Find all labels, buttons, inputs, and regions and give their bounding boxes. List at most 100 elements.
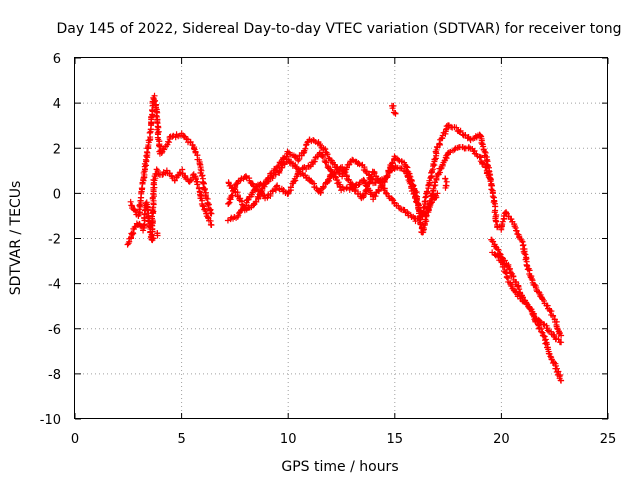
data-point-mid-a [493,218,500,225]
data-point-mid-a [346,161,353,168]
y-tick-label: 0 [53,187,61,202]
data-point-mid-b [370,196,377,203]
y-tick-label: -2 [48,233,61,248]
data-point-isolated [442,175,449,182]
data-point-mid-c [320,183,327,190]
data-point-early-upper [146,129,153,136]
data-point-mid-a [324,151,331,158]
data-point-mid-a [423,188,430,195]
data-point-late-b [522,299,529,306]
data-point-late-a [516,286,523,293]
data-point-early-upper [152,97,159,104]
data-point-mid-b [324,164,331,171]
data-point-late-c [499,218,506,225]
data-point-mid-a [456,129,463,136]
data-point-mid-b [280,160,287,167]
data-point-mid-a [439,135,446,142]
data-point-mid-b [265,178,272,185]
data-point-mid-c [352,187,359,194]
data-point-mid-c [342,169,349,176]
data-point-mid-b [286,159,293,166]
data-points [124,92,565,384]
data-point-mid-c [362,187,369,194]
data-point-late-a [538,328,545,335]
data-point-early-lower [154,167,161,174]
data-point-mid-b [279,164,286,171]
data-point-mid-b [311,158,318,165]
data-point-isolated [154,230,161,237]
data-point-mid-a [494,224,501,231]
data-point-mid-b [417,220,424,227]
data-point-mid-b [383,173,390,180]
data-point-mid-c [434,190,441,197]
data-point-mid-a [355,160,362,167]
x-tick-label: 25 [600,432,617,447]
data-point-mid-a [477,132,484,139]
data-point-mid-b [245,196,252,203]
data-point-late-b [494,252,501,259]
data-point-mid-b [320,154,327,161]
data-point-mid-b [323,159,330,166]
data-point-mid-b [486,175,493,182]
data-point-early-upper [155,128,162,135]
data-point-early-upper [132,207,139,214]
y-axis-label: SDTVAR / TECUs [8,181,24,296]
data-point-mid-a [462,132,469,139]
x-tick-label: 5 [177,432,185,447]
data-point-late-a [495,246,502,253]
data-point-late-b [523,300,530,307]
data-point-mid-c [328,172,335,179]
y-tick-label: 6 [53,52,61,67]
data-point-early-lower [148,231,155,238]
chart-title: Day 145 of 2022, Sidereal Day-to-day VTE… [56,21,621,37]
data-point-mid-a [255,194,262,201]
data-point-late-b [495,253,502,260]
data-point-early-lower [163,167,170,174]
data-point-early-lower [149,213,156,220]
data-point-mid-a [422,194,429,201]
data-point-early-upper [166,139,173,146]
data-point-late-a [551,359,558,366]
data-point-late-c [531,281,538,288]
data-point-early-upper [187,138,194,145]
data-point-mid-b [413,197,420,204]
data-point-early-upper [158,149,165,156]
y-tick-label: -4 [48,278,61,293]
data-point-early-lower [208,221,215,228]
data-point-late-c [521,250,528,257]
y-tick-label: 2 [53,142,61,157]
data-point-isolated [390,102,397,109]
data-point-mid-c [424,208,431,215]
data-point-mid-c [381,187,388,194]
data-point-mid-a [426,177,433,184]
data-point-late-b [501,264,508,271]
data-point-mid-c [379,181,386,188]
data-point-early-upper [127,198,134,205]
data-point-mid-c [360,192,367,199]
data-point-mid-a [453,124,460,131]
data-point-early-lower [194,181,201,188]
data-point-early-upper [198,172,205,179]
data-point-mid-b [477,153,484,160]
data-point-mid-c [351,188,358,195]
data-point-mid-a [437,141,444,148]
data-point-mid-b [395,156,402,163]
data-point-mid-b [384,174,391,181]
data-point-mid-a [302,145,309,152]
data-point-late-b [558,339,565,346]
data-point-mid-b [372,193,379,200]
data-point-late-a [492,243,499,250]
data-point-early-upper [153,112,160,119]
y-tick-label: -10 [40,413,61,428]
data-point-early-lower [171,177,178,184]
data-point-late-c [522,251,529,258]
data-point-mid-a [274,163,281,170]
data-point-mid-c [366,179,373,186]
data-point-late-b [516,292,523,299]
data-point-mid-b [224,217,231,224]
data-point-mid-b [487,176,494,183]
plot-frame [74,57,608,419]
y-tick-label: -6 [48,323,61,338]
data-point-late-c [558,332,565,339]
